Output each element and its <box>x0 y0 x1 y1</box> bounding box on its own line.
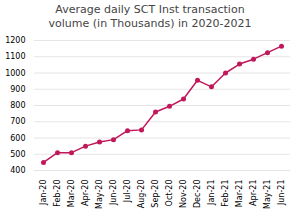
svg-text:800: 800 <box>10 101 25 110</box>
svg-text:Mar-21: Mar-21 <box>235 179 244 207</box>
svg-text:Nov-20: Nov-20 <box>179 179 188 207</box>
svg-text:900: 900 <box>10 84 25 93</box>
svg-text:1100: 1100 <box>5 52 25 61</box>
svg-text:Jan-21: Jan-21 <box>207 179 216 205</box>
svg-text:Dec-20: Dec-20 <box>193 179 202 208</box>
svg-text:May-21: May-21 <box>263 179 272 208</box>
svg-text:Sep-20: Sep-20 <box>151 179 160 207</box>
svg-text:Feb-21: Feb-21 <box>221 179 230 206</box>
svg-text:600: 600 <box>10 133 25 142</box>
html-text:Average daily SCT Inst transac: Average daily SCT Inst transaction volum… <box>48 3 252 31</box>
svg-text:Jan-20: Jan-20 <box>39 179 48 205</box>
svg-text:Feb-20: Feb-20 <box>53 179 62 206</box>
svg-text:1200: 1200 <box>5 36 25 45</box>
svg-text:May-20: May-20 <box>95 179 104 208</box>
svg-text:500: 500 <box>10 149 25 158</box>
svg-text:Oct-20: Oct-20 <box>165 179 174 206</box>
svg-text:1000: 1000 <box>5 68 25 77</box>
svg-text:Jul-20: Jul-20 <box>123 179 132 203</box>
svg-text:Aug-20: Aug-20 <box>137 179 146 208</box>
svg-text:Apr-21: Apr-21 <box>249 179 258 205</box>
svg-text:Jun-20: Jun-20 <box>109 179 118 206</box>
svg-text:Apr-20: Apr-20 <box>81 179 90 205</box>
svg-text:Mar-20: Mar-20 <box>67 179 76 207</box>
svg-text:Jun-21: Jun-21 <box>277 179 286 206</box>
svg-text:400: 400 <box>10 166 25 175</box>
svg-text:700: 700 <box>10 117 25 126</box>
